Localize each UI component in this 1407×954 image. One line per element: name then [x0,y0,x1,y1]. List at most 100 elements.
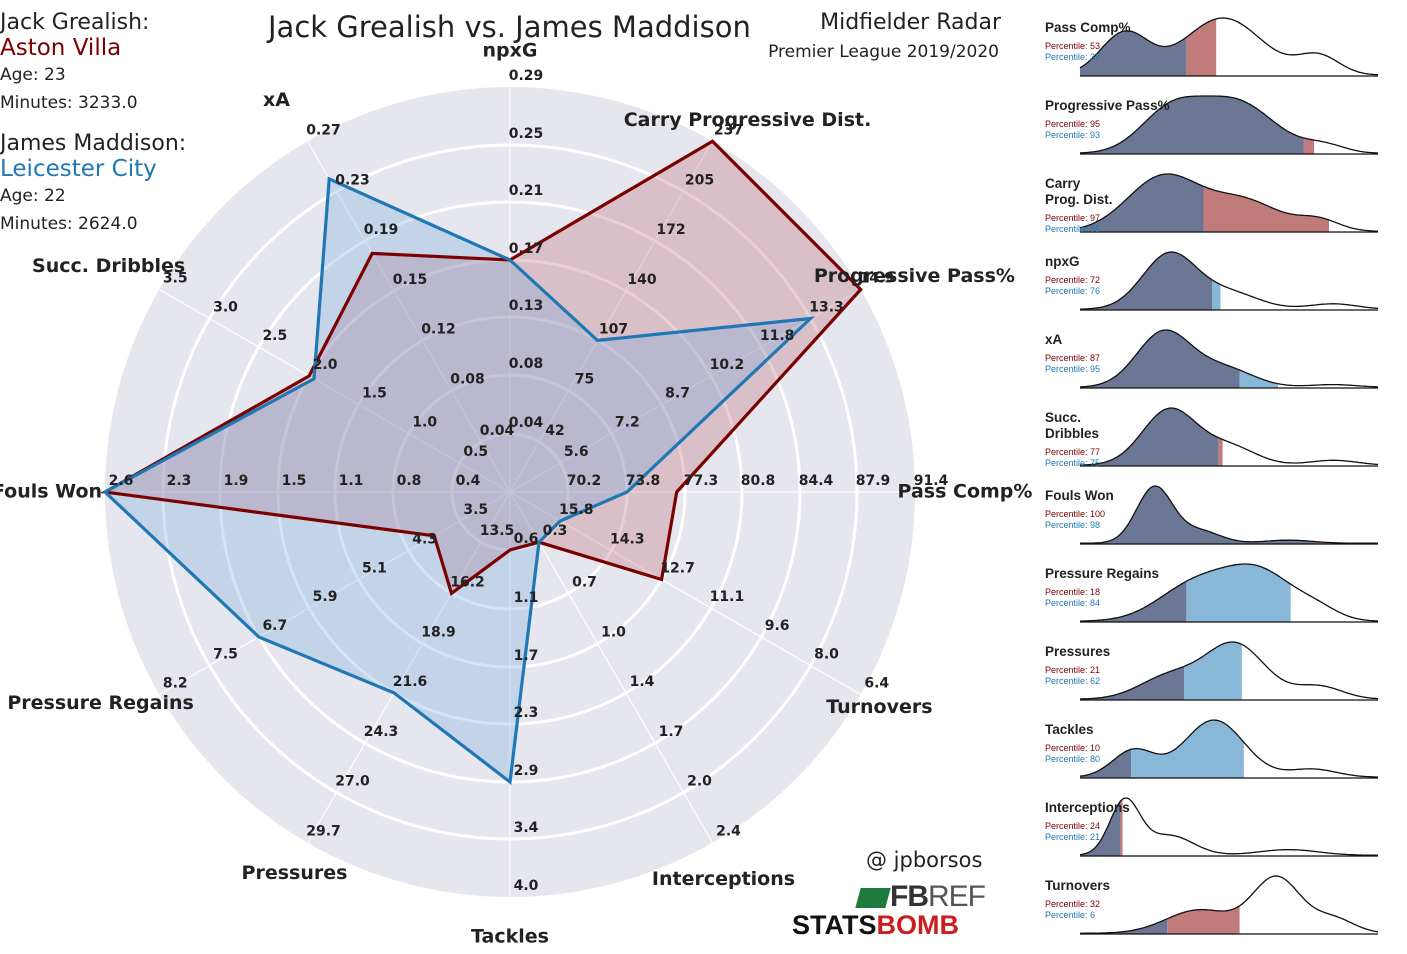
panel-title: Dribbles [1045,426,1099,441]
chart-title: Jack Grealish vs. James Maddison [268,10,751,44]
tick-label: 1.0 [412,415,437,431]
grealish-percentile: Percentile: 18 [1045,587,1100,597]
shared-area [1080,30,1187,76]
kde-curve [1079,329,1379,388]
radar-series [100,139,863,785]
player2-minutes: Minutes: 2624.0 [0,214,138,234]
chart-subtitle: Midfielder Radar [820,10,1001,35]
axis-label: Succ. Dribbles [32,255,185,277]
kde-curve [1080,407,1379,466]
tick-label: 0.04 [480,423,515,439]
radar-chart: 0.04 0.08 0.13 0.17 0.21 0.25 0.29 42 75 107 140 17… [0,40,1032,948]
shared-area [1080,581,1187,622]
kde-curve [1079,17,1379,76]
kde-curve [1079,641,1379,700]
tick-label: 80.8 [741,473,776,489]
tick-label: 0.5 [463,444,488,460]
tick-label: 0.13 [509,298,544,314]
axis-label: Pressures [242,862,348,884]
grealish-percentile: Percentile: 10 [1045,743,1100,753]
tick-label: 2.4 [716,824,741,840]
maddison-excess-area [1131,720,1244,778]
tick-label: 107 [599,321,628,337]
tick-label: 14.3 [610,532,645,548]
tick-label: 84.4 [799,473,834,489]
tick-label: 205 [685,172,714,188]
maddison-percentile: Percentile: 55 [1045,224,1100,234]
tick-label: 1.9 [224,473,249,489]
tick-label: 6.4 [864,676,889,692]
tick-label: 5.9 [313,589,338,605]
tick-label: 5.1 [362,561,387,577]
grealish-percentile: Percentile: 87 [1045,353,1100,363]
maddison-percentile: Percentile: 80 [1045,754,1100,764]
tick-label: 0.3 [543,523,568,539]
maddison-percentile: Percentile: 75 [1045,458,1100,468]
percentile-panel: Progressive Pass% Percentile: 95Percentil… [1045,95,1379,155]
tick-label: 1.7 [514,648,539,664]
tick-label: 0.8 [397,473,422,489]
statsbomb-logo: STATSBOMB [792,910,959,940]
axis-label: npxG [483,40,538,62]
player1-name: Jack Grealish: [0,10,150,35]
grealish-percentile: Percentile: 95 [1045,119,1100,129]
spoke-line [158,288,511,493]
tick-label: 8.7 [665,386,690,402]
grealish-percentile: Percentile: 21 [1045,665,1100,675]
tick-label: 10.2 [710,357,745,373]
tick-label: 2.3 [167,473,192,489]
tick-label: 12.7 [660,561,695,577]
tick-label: 2.0 [687,774,712,790]
radar-ring [161,143,859,841]
maddison-percentile: Percentile: 98 [1045,520,1100,530]
axis-label: Turnovers [826,696,932,718]
tick-label: 9.6 [765,618,790,634]
shared-area [1080,252,1212,310]
tick-label: 3.5 [163,271,188,287]
spoke-line [306,491,511,844]
grealish-excess-area [1218,437,1223,466]
axis-label: Interceptions [652,868,795,890]
tick-label: 0.08 [509,356,544,372]
axis-label: Tackles [471,926,549,948]
spoke-line [509,288,862,493]
tick-label: 91.4 [914,473,949,489]
tick-label: 7.5 [213,647,238,663]
tick-label: 0.17 [509,241,544,257]
axis-label: Progressive Pass% [814,265,1015,287]
axis-label: Pressure Regains [7,692,193,714]
tick-label: 0.25 [509,126,544,142]
axis-label: Fouls Won [0,481,102,503]
shared-area [1080,174,1204,232]
shared-area [1080,408,1219,466]
shared-area [1080,96,1304,154]
maddison-percentile: Percentile: 6 [1045,910,1095,920]
tick-label: 70.2 [567,473,602,489]
tick-label: 87.9 [856,473,891,489]
kde-curve [1079,797,1379,856]
panel-title: Carry [1045,176,1081,191]
player2-club: Leicester City [0,156,157,182]
tick-label: 2.6 [109,473,134,489]
maddison-percentile: Percentile: 21 [1045,832,1100,842]
tick-label: 1.5 [362,386,387,402]
kde-curve [1080,485,1379,544]
tick-label: 75 [575,372,594,388]
panel-title: Pressure Regains [1045,566,1159,581]
player2-name: James Maddison: [0,131,187,156]
maddison-percentile: Percentile: 62 [1045,676,1100,686]
tick-label: 0.12 [421,321,456,337]
grealish-excess-area [1120,799,1123,856]
tick-label: 172 [656,222,685,238]
grealish-percentile: Percentile: 77 [1045,447,1100,457]
axis-label: xA [263,89,290,111]
tick-label: 4.0 [514,878,539,894]
player1-minutes: Minutes: 3233.0 [0,93,138,113]
